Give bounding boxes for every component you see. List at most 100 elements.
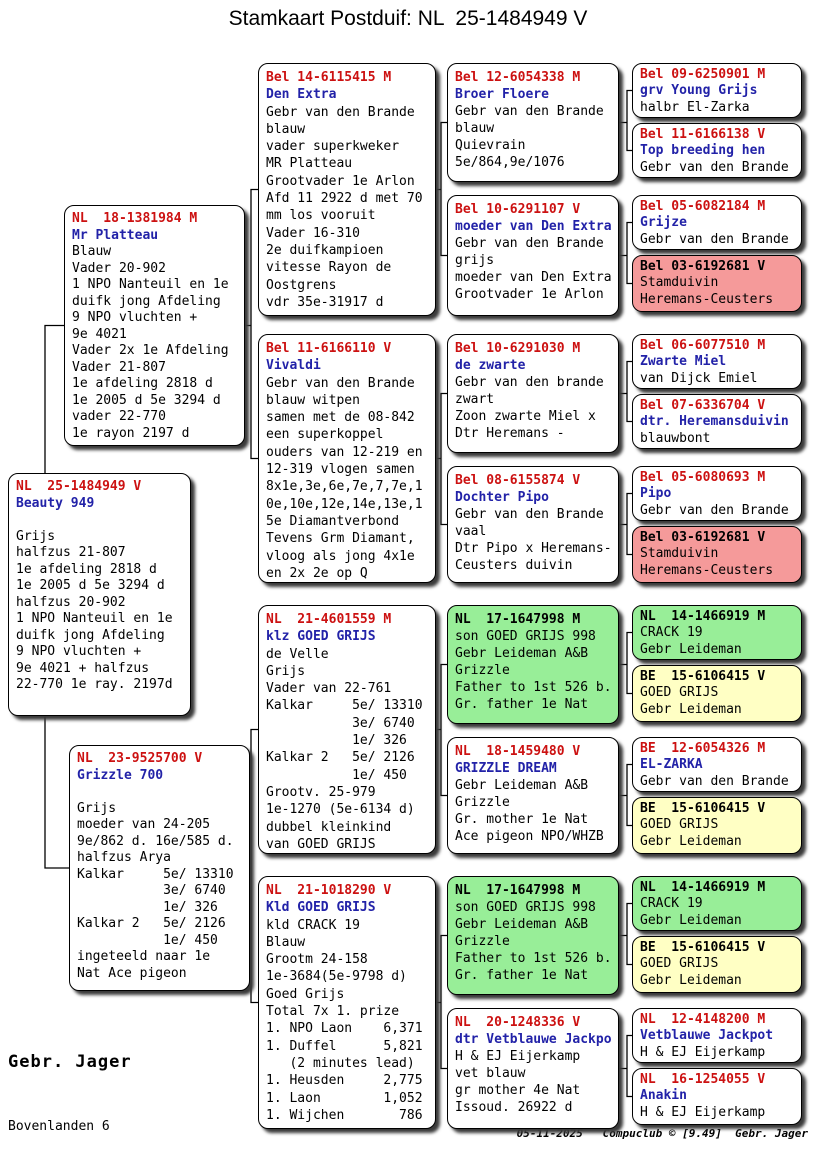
- pedigree-box-c1: Bel 12-6054338 M Broer Floere Gebr van den…: [447, 63, 619, 182]
- info-line: 1 NPO Nanteuil en 1e: [72, 277, 229, 292]
- pigeon-name: Kld GOED GRIJS: [266, 900, 376, 916]
- info-line: Kalkar 5e/ 13310: [266, 698, 423, 714]
- info-line: Vader 2x 1e Afdeling: [72, 343, 229, 358]
- info-line: Grijs: [266, 663, 306, 679]
- info-line: Gebr van den Brande: [640, 502, 789, 518]
- info-line: 1. Laon 1,052: [266, 1090, 423, 1106]
- info-line: vader superkweker: [266, 139, 400, 155]
- pigeon-name: de zwarte: [455, 358, 526, 373]
- info-line: kld CRACK 19: [266, 917, 360, 933]
- info-line: 1e/ 326: [77, 899, 218, 915]
- info-line: Grizzle: [455, 663, 510, 678]
- pigeon-name: son GOED GRIJS 998: [455, 900, 596, 915]
- info-line: blauw: [266, 121, 306, 137]
- info-line: Kalkar 2 5e/ 2126: [77, 916, 226, 931]
- info-line: Gebr Leideman: [640, 641, 742, 657]
- pedigree-box-b4: NL 21-1018290 V Kld GOED GRIJS kld CRACK 1…: [258, 876, 436, 1129]
- ring-number: Bel 08-6155874 V: [455, 473, 581, 488]
- ring-number: NL 12-4148200 M: [640, 1012, 766, 1027]
- pedigree-box-d14: BE 15-6106415 V GOED GRIJS Gebr Leideman: [632, 936, 802, 993]
- info-line: halbr El-Zarka: [640, 99, 750, 115]
- info-line: blauw witpen: [266, 392, 360, 408]
- info-line: samen met de 08-842: [266, 410, 415, 426]
- pigeon-name: Den Extra: [266, 87, 337, 103]
- pigeon-name: Pipo: [640, 486, 672, 502]
- info-line: Gebr van den Brande: [266, 104, 415, 120]
- pedigree-box-d15: NL 12-4148200 M Vetblauwe Jackpot H & EJ E…: [632, 1008, 802, 1063]
- ring-number: Bel 05-6080693 M: [640, 470, 766, 485]
- pedigree-box-c8: NL 20-1248336 V dtr Vetblauwe Jackpo H & E…: [447, 1008, 619, 1129]
- ring-number: Bel 10-6291107 V: [455, 202, 581, 217]
- info-line: Nat Ace pigeon: [77, 965, 187, 981]
- pigeon-name: Vetblauwe Jackpot: [640, 1028, 774, 1044]
- info-line: 9e/862 d. 16e/585 d.: [77, 833, 234, 849]
- info-line: Kalkar 5e/ 13310: [77, 866, 234, 882]
- pedigree-box-d4: Bel 03-6192681 V Stamduivin Heremans-Ceust…: [632, 255, 802, 312]
- ring-number: NL 17-1647998 M: [455, 883, 581, 898]
- pedigree-box-d10: BE 15-6106415 V GOED GRIJS Gebr Leideman: [632, 665, 802, 722]
- info-line: Gebr Leideman: [640, 701, 742, 717]
- info-line: Quievrain: [455, 138, 526, 153]
- info-line: Kalkar 2 5e/ 2126: [266, 750, 415, 766]
- pedigree-box-c6: NL 18-1459480 V GRIZZLE DREAM Gebr Leidema…: [447, 737, 619, 854]
- info-line: Grijs: [16, 528, 56, 544]
- info-line: H & EJ Eijerkamp: [640, 1104, 766, 1120]
- owner-info-block: Gebr. Jager Bovenlanden 6 9697 NX Blijha…: [8, 1014, 133, 1172]
- info-line: mm los vooruit: [266, 208, 376, 224]
- info-line: 1e afdeling 2818 d: [16, 561, 157, 577]
- pedigree-box-c3: Bel 10-6291030 M de zwarte Gebr van den br…: [447, 334, 619, 453]
- info-line: een superkoppel: [266, 427, 384, 443]
- info-line: 1e rayon 2197 d: [72, 425, 190, 441]
- pedigree-box-d5: Bel 06-6077510 M Zwarte Miel van Dijck Emi…: [632, 334, 802, 389]
- info-line: Gebr van den Brande: [640, 231, 789, 247]
- ring-number: Bel 06-6077510 M: [640, 338, 766, 353]
- pedigree-box-d7: Bel 05-6080693 M Pipo Gebr van den Brande: [632, 466, 802, 521]
- pedigree-box-c7: NL 17-1647998 M son GOED GRIJS 998 Gebr Le…: [447, 876, 619, 995]
- info-line: Vader 16-310: [266, 225, 360, 241]
- info-line: Gebr Leideman: [640, 833, 742, 849]
- info-line: Total 7x 1. prize: [266, 1004, 400, 1020]
- pigeon-name: EL-ZARKA: [640, 757, 703, 773]
- ring-number: BE 15-6106415 V: [640, 940, 766, 955]
- ring-number: NL 14-1466919 M: [640, 880, 766, 895]
- info-line: Ceusters duivin: [455, 558, 573, 573]
- info-line: 1e/ 450: [77, 932, 218, 948]
- pedigree-box-d16: NL 16-1254055 V Anakin H & EJ Eijerkamp: [632, 1068, 802, 1125]
- pedigree-box-d11: BE 12-6054326 M EL-ZARKA Gebr van den Bran…: [632, 737, 802, 792]
- info-line: Gebr Leideman: [640, 912, 742, 928]
- pigeon-name: Anakin: [640, 1088, 687, 1104]
- ring-number: BE 15-6106415 V: [640, 669, 766, 684]
- pedigree-box-c5: NL 17-1647998 M son GOED GRIJS 998 Gebr Le…: [447, 605, 619, 724]
- info-line: 9 NPO vluchten +: [16, 644, 142, 659]
- owner-address-line: Bovenlanden 6: [8, 1119, 110, 1134]
- info-line: 5e/864,9e/1076: [455, 155, 565, 170]
- pedigree-box-d12: BE 15-6106415 V GOED GRIJS Gebr Leideman: [632, 797, 802, 854]
- info-line: 1. Heusden 2,775: [266, 1073, 423, 1089]
- info-line: Grizzle: [455, 934, 510, 949]
- ring-number: NL 18-1381984 M: [72, 211, 198, 226]
- info-line: 9e 4021 + halfzus: [16, 660, 150, 676]
- pedigree-box-subject: NL 25-1484949 V Beauty 949 Grijs halfzus 2…: [8, 473, 191, 716]
- info-line: 3e/ 6740: [77, 883, 226, 898]
- info-line: 1e/ 326: [266, 733, 407, 749]
- info-line: Gr. father 1e Nat: [455, 697, 589, 712]
- ring-number: NL 23-9525700 V: [77, 751, 203, 766]
- info-line: duifk jong Afdeling: [72, 293, 221, 309]
- info-line: 9e 4021: [72, 326, 127, 342]
- pedigree-box-b1: Bel 14-6115415 M Den Extra Gebr van den Br…: [258, 63, 436, 316]
- info-line: Afd 11 2922 d met 70: [266, 191, 423, 207]
- pigeon-name: Stamduivin: [640, 546, 719, 562]
- info-line: Gr. mother 1e Nat: [455, 812, 589, 827]
- info-line: Heremans-Ceusters: [640, 562, 774, 578]
- info-line: gr mother 4e Nat: [455, 1083, 581, 1098]
- pigeon-name: dtr. Heremansduivin: [640, 414, 789, 430]
- info-line: (2 minutes lead): [266, 1055, 415, 1071]
- info-line: Grootv. 25-979: [266, 784, 376, 800]
- info-line: Gebr Leideman A&B: [455, 917, 589, 932]
- pedigree-box-b3: NL 21-4601559 M klz GOED GRIJS de Velle Gri…: [258, 605, 436, 854]
- info-line: halfzus 21-807: [16, 545, 126, 560]
- pedigree-box-d13: NL 14-1466919 M CRACK 19 Gebr Leideman: [632, 876, 802, 931]
- pigeon-name: Broer Floere: [455, 87, 549, 102]
- info-line: Vader 20-902: [72, 260, 166, 276]
